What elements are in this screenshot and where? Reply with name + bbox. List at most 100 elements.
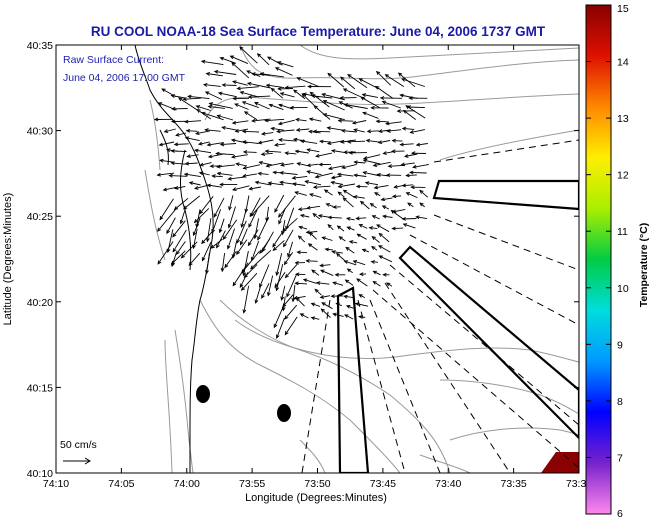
current-vector (296, 250, 308, 255)
current-vector (312, 213, 321, 220)
boundary-polygons (336, 179, 579, 473)
current-vector (319, 263, 331, 268)
current-vector (342, 189, 356, 198)
current-vector (332, 205, 341, 209)
current-vector (373, 184, 389, 190)
current-vector (378, 255, 393, 263)
current-vector (205, 253, 210, 275)
x-axis-label: Longitude (Degrees:Minutes) (245, 492, 387, 504)
current-vector (248, 209, 258, 228)
current-vector (184, 136, 200, 142)
current-vector (231, 80, 248, 86)
current-vector (227, 206, 236, 229)
current-vector (279, 170, 298, 175)
current-vector (319, 139, 331, 144)
colorbar: 15 14 13 12 11 10 9 8 7 6 Temperature (°C) (585, 3, 650, 519)
colorbar-tick-label: 9 (617, 339, 623, 351)
current-vector (247, 229, 259, 247)
current-vector (332, 312, 344, 317)
current-vector (163, 128, 176, 133)
current-vector (291, 175, 308, 180)
current-vector (343, 103, 368, 109)
current-vector (236, 86, 259, 91)
current-vector (373, 192, 381, 197)
current-vector (306, 163, 319, 168)
current-vector (284, 316, 298, 336)
current-vector (254, 285, 262, 304)
current-vector (321, 236, 333, 241)
current-vector (259, 264, 270, 288)
x-tick-label: 73:40 (435, 478, 461, 490)
current-vector (401, 183, 414, 188)
current-vector (166, 217, 176, 235)
current-vector (247, 95, 271, 99)
current-vector (182, 97, 202, 102)
current-vector (198, 171, 210, 176)
current-vector (327, 72, 345, 88)
current-vector (322, 113, 345, 121)
current-vector (308, 231, 318, 240)
current-vector (220, 253, 226, 273)
current-vector (317, 214, 329, 218)
current-vector (229, 55, 249, 65)
current-vector (205, 71, 223, 77)
current-vector (370, 260, 379, 264)
current-vector (185, 128, 198, 133)
current-vector (386, 129, 402, 133)
current-vector (327, 215, 342, 220)
current-vector (337, 183, 355, 189)
current-vector (201, 230, 214, 245)
current-vector (280, 162, 294, 167)
current-vector (284, 85, 306, 90)
colorbar-tick-label: 15 (617, 3, 629, 15)
current-vector (284, 263, 298, 279)
current-vector (209, 164, 222, 169)
current-vector (330, 180, 344, 185)
current-vector (360, 96, 380, 108)
current-vector (242, 150, 257, 154)
current-vector (298, 225, 308, 230)
current-vector (199, 196, 214, 215)
current-vector (241, 101, 259, 109)
current-vector (285, 207, 295, 231)
current-vector (283, 251, 294, 266)
current-vector (342, 197, 354, 208)
current-vector (401, 78, 425, 87)
current-vector (179, 208, 186, 225)
current-vector (307, 84, 332, 89)
y-tick-label: 40:25 (27, 211, 53, 223)
current-vector (294, 272, 306, 277)
current-vector (319, 295, 330, 299)
current-vector (274, 67, 293, 76)
current-vector (378, 245, 391, 253)
current-vector (407, 202, 414, 208)
current-vector (330, 175, 342, 180)
current-vector (419, 202, 425, 208)
current-vector (216, 171, 233, 176)
current-vector (241, 140, 259, 144)
current-vector (232, 262, 249, 287)
current-vector (173, 197, 189, 211)
y-tick-label: 40:10 (27, 468, 53, 480)
y-axis-ticks: 40:35 40:30 40:25 40:20 40:15 40:10 (27, 40, 579, 480)
current-vector (195, 105, 211, 111)
current-vector (253, 102, 270, 110)
current-vector (378, 232, 390, 243)
current-vector (293, 89, 306, 100)
colorbar-tick-label: 8 (617, 396, 623, 408)
station-marker (196, 385, 210, 403)
dashed-radials (301, 139, 579, 473)
current-vector (158, 141, 175, 147)
current-vector (372, 280, 381, 287)
current-vector (239, 272, 249, 289)
current-vector (337, 191, 345, 198)
current-vector (211, 209, 222, 234)
current-vector (376, 224, 390, 233)
current-vector (341, 163, 357, 170)
current-vector (264, 118, 285, 123)
colorbar-tick-label: 6 (617, 508, 623, 519)
current-vector (250, 195, 270, 217)
current-vector (326, 140, 345, 146)
current-vector (231, 120, 249, 125)
current-vector (236, 220, 247, 244)
